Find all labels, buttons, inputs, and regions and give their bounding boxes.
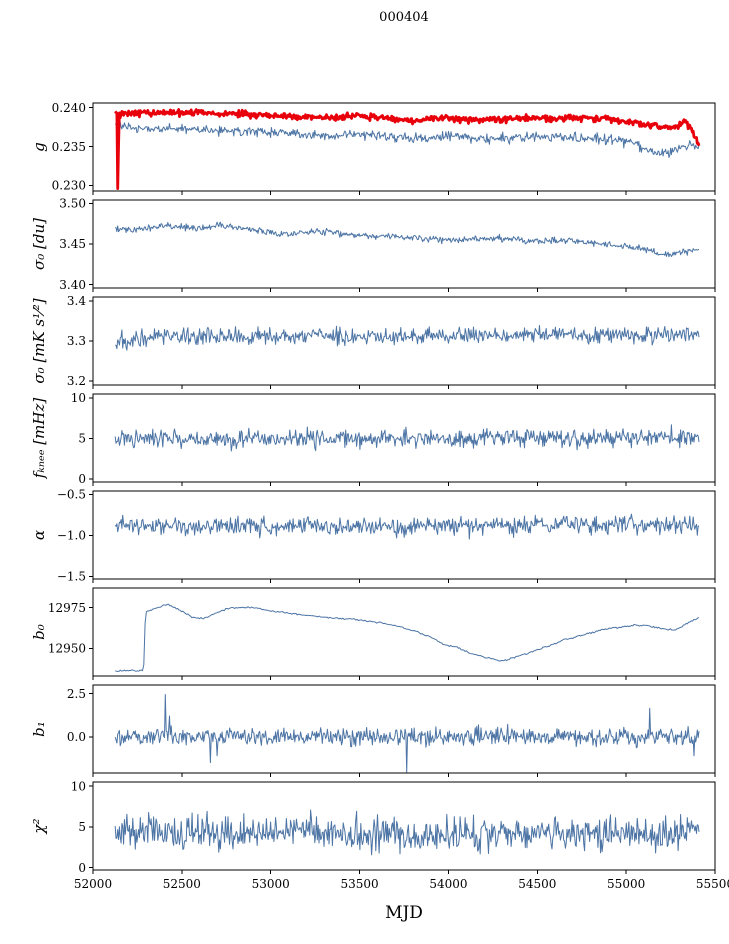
y-tick-label: −0.5 — [57, 487, 86, 501]
y-tick-label: 5 — [78, 820, 86, 834]
y-tick-label: 2.5 — [67, 687, 86, 701]
axes-frame — [92, 684, 716, 774]
y-axis-label-b0: b₀ — [30, 624, 48, 640]
series-chi2-blue — [114, 809, 700, 856]
x-axis-label: MJD — [385, 903, 423, 923]
y-tick-label: 3.50 — [59, 196, 86, 210]
x-tick-label: 52500 — [163, 877, 201, 891]
series-sigma0-mk-blue — [115, 324, 700, 351]
subplot-fknee: 0 5 10 fₖₙₑₑ [mHz] — [30, 391, 716, 486]
series-fknee-blue — [114, 424, 700, 452]
series-b0-blue — [115, 603, 700, 672]
y-tick-label: 0.230 — [52, 179, 86, 193]
x-tick-label: 54500 — [518, 877, 556, 891]
subplot-g: 0.230 0.235 0.240 g — [30, 101, 716, 195]
x-tick-label: 53000 — [252, 877, 290, 891]
series-g-red — [114, 108, 701, 191]
y-tick-label: −1.0 — [57, 529, 86, 543]
y-axis-label-sigma0-mk: σ₀ [mK s¹⁄²] — [30, 298, 48, 383]
y-tick-label: 3.3 — [67, 334, 86, 348]
axes-frame — [92, 199, 716, 289]
figure-title: 000404 — [379, 10, 429, 25]
y-axis-label-b1: b₁ — [30, 721, 48, 737]
subplot-b1: 0.0 2.5 b₁ — [30, 684, 716, 777]
y-tick-label: 0.240 — [52, 101, 86, 115]
x-tick-label: 53500 — [340, 877, 378, 891]
y-tick-label: 3.2 — [67, 374, 86, 388]
axes-frame — [92, 587, 716, 677]
y-tick-label: 12975 — [48, 601, 86, 615]
y-tick-label: 3.40 — [59, 278, 86, 292]
axes-frame — [92, 296, 716, 386]
x-tick-label: 54000 — [429, 877, 467, 891]
y-tick-label: 5 — [78, 432, 86, 446]
y-tick-label: 0.0 — [67, 730, 86, 744]
y-axis-label-chi2: χ² — [30, 818, 48, 834]
axes-frame — [92, 781, 716, 871]
y-tick-label: 0.235 — [52, 140, 86, 154]
axes-frame — [92, 102, 716, 192]
y-tick-label: 10 — [71, 779, 86, 793]
series-alpha-blue — [114, 513, 700, 540]
subplot-chi2: 0 5 10 52000 52500 53000 53500 54000 54500 55000 5… — [30, 779, 729, 891]
y-tick-label: 12950 — [48, 641, 86, 655]
x-tick-label: 55500 — [696, 877, 729, 891]
x-tick-label: 55000 — [607, 877, 645, 891]
y-axis-label-sigma0-du: σ₀ [du] — [30, 218, 48, 270]
subplot-sigma0-du: 3.40 3.45 3.50 σ₀ [du] — [30, 196, 716, 292]
subplot-sigma0-mk: 3.2 3.3 3.4 σ₀ [mK s¹⁄²] — [30, 294, 716, 389]
y-axis-label-g: g — [30, 142, 48, 152]
y-axis-label-alpha: α — [30, 530, 48, 540]
y-tick-label: 0 — [78, 472, 86, 486]
y-tick-label: −1.5 — [57, 570, 86, 584]
y-tick-label: 10 — [71, 391, 86, 405]
y-tick-label: 0 — [78, 861, 86, 875]
series-sigma0-du-blue — [115, 221, 700, 258]
y-axis-label-fknee: fₖₙₑₑ [mHz] — [30, 398, 48, 480]
y-tick-label: 3.4 — [67, 294, 86, 308]
series-g-blue — [114, 121, 700, 158]
series-b1-blue — [114, 693, 700, 773]
subplot-alpha: −1.5 −1.0 −0.5 α — [30, 487, 716, 584]
x-tick-label: 52000 — [74, 877, 112, 891]
y-tick-label: 3.45 — [59, 237, 86, 251]
